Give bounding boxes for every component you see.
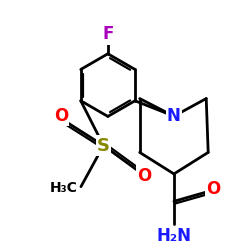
Text: H₂N: H₂N: [156, 228, 192, 246]
Text: O: O: [54, 107, 68, 125]
Text: O: O: [206, 180, 220, 198]
Text: S: S: [97, 136, 110, 154]
Text: O: O: [137, 167, 151, 185]
Text: N: N: [167, 107, 181, 125]
Text: H₃C: H₃C: [50, 181, 78, 195]
Text: F: F: [102, 25, 114, 43]
